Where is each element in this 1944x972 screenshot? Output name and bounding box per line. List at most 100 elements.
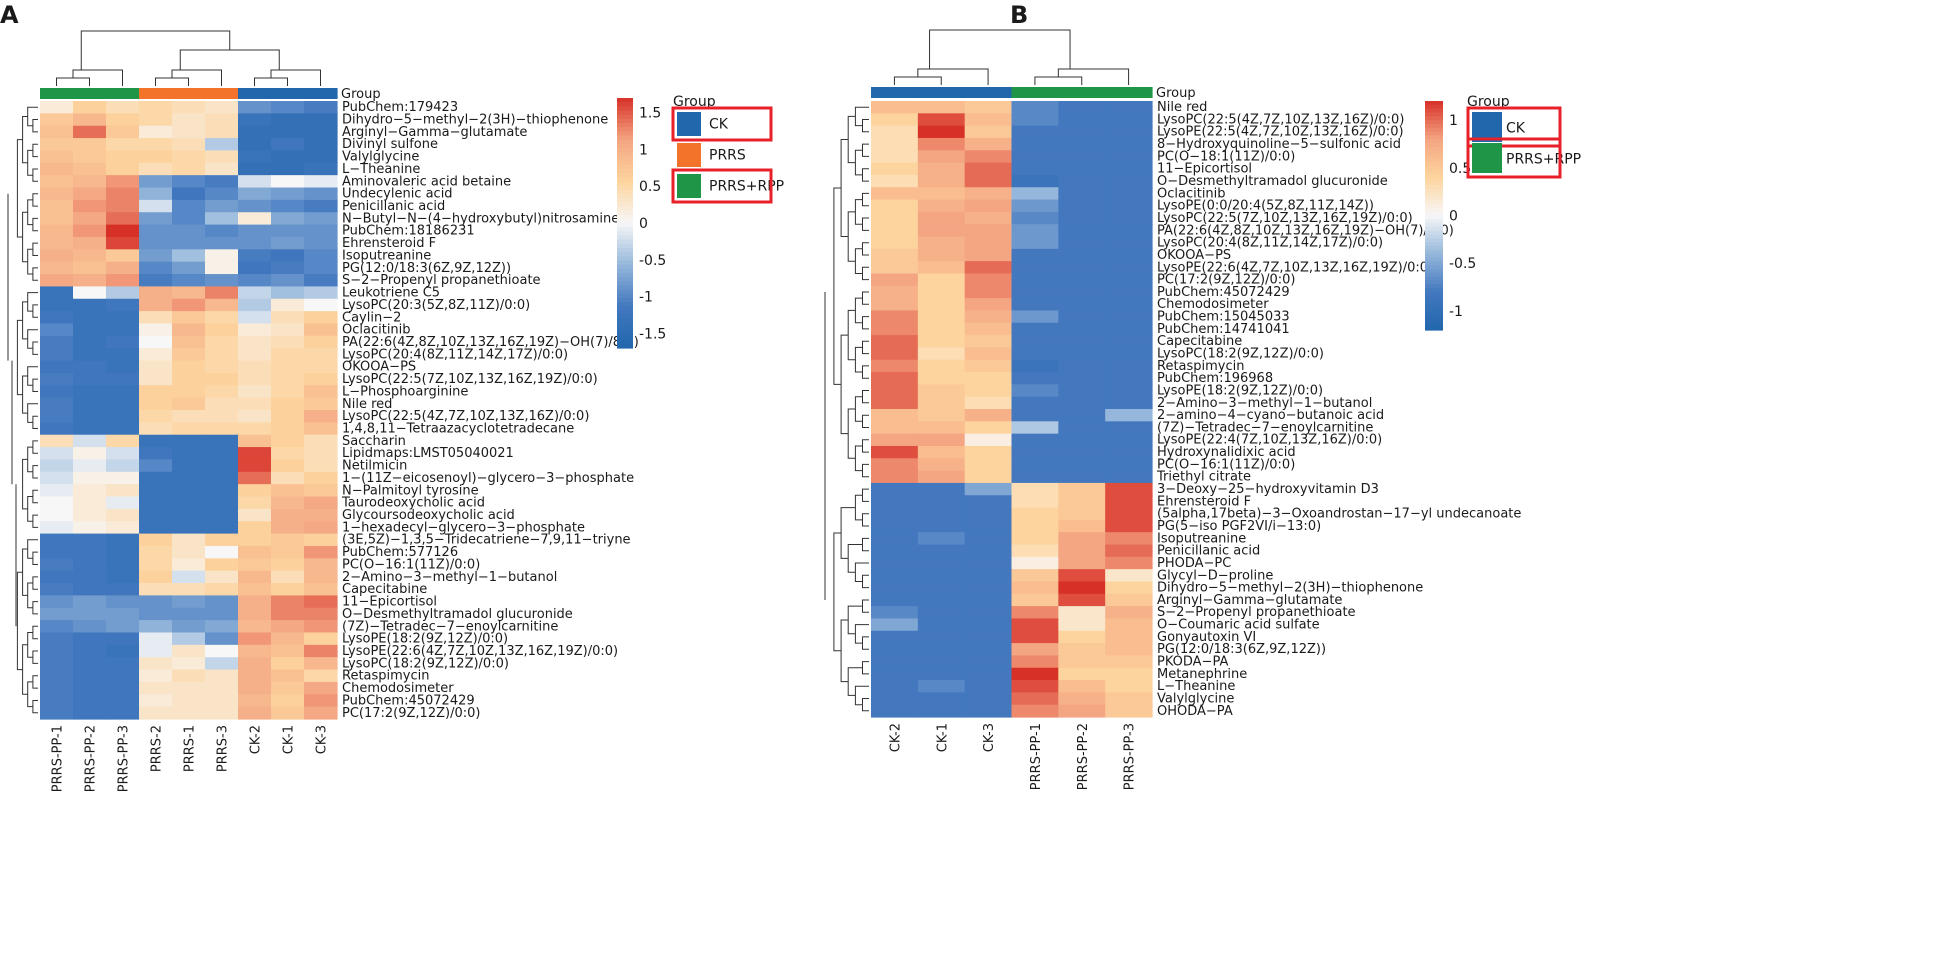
column-dendrogram	[56, 30, 321, 86]
colorbar-segment	[1425, 192, 1443, 198]
heatmap-cell	[238, 236, 272, 250]
dendrogram-link	[840, 619, 849, 683]
heatmap-cell	[1105, 409, 1153, 422]
heatmap-cell	[271, 607, 305, 621]
heatmap-cell	[139, 484, 173, 498]
heatmap-cell	[172, 249, 206, 263]
heatmap-cell	[917, 396, 966, 410]
dendrogram-link	[27, 496, 33, 522]
heatmap-cell	[139, 397, 173, 411]
heatmap-cell	[1105, 581, 1153, 595]
row-label: PHODA−PC	[1157, 556, 1231, 571]
colorbar-segment	[617, 135, 633, 141]
heatmap-cell	[271, 335, 305, 349]
dendrogram-link	[32, 168, 38, 182]
heatmap-cell	[73, 113, 107, 127]
heatmap-cell	[139, 335, 173, 349]
heatmap-cell	[73, 125, 107, 139]
dendrogram-link	[32, 440, 38, 454]
heatmap-cell	[172, 372, 206, 386]
colorbar-segment	[617, 239, 633, 245]
heatmap-cell	[172, 113, 206, 127]
heatmap-cell	[964, 655, 1013, 669]
heatmap-cell	[271, 508, 305, 522]
heatmap-cell	[964, 581, 1013, 595]
dendrogram-link	[917, 68, 989, 85]
heatmap-cell	[40, 422, 74, 436]
heatmap-cell	[40, 434, 74, 448]
heatmap-cell	[917, 618, 966, 632]
colorbar-segment	[617, 210, 633, 216]
colorbar-segment	[617, 177, 633, 182]
heatmap-cell	[1011, 667, 1059, 681]
row-label: Caylin−2	[342, 310, 401, 325]
dendrogram-link	[862, 340, 869, 355]
heatmap-cell	[871, 285, 919, 299]
heatmap-cell	[1105, 359, 1153, 373]
row-dendrogram	[824, 106, 869, 712]
row-label: N−Butyl−N−(4−hydroxybutyl)nitrosamine	[342, 211, 619, 226]
heatmap-cell	[40, 644, 74, 658]
heatmap-cell	[917, 680, 966, 693]
heatmap-cell	[1105, 310, 1153, 324]
colorbar-segment	[617, 335, 633, 341]
heatmap-cell	[73, 348, 107, 362]
heatmap-cell	[106, 224, 140, 238]
heatmap-cell	[1105, 174, 1153, 188]
heatmap-cell	[304, 175, 338, 189]
heatmap-cell	[139, 583, 173, 596]
heatmap-cell	[205, 484, 239, 498]
heatmap-cell	[1058, 359, 1106, 373]
row-label: Chemodosimeter	[342, 681, 454, 696]
row-label: Nile red	[342, 397, 392, 412]
heatmap-cell	[917, 236, 966, 250]
heatmap-cell	[1058, 261, 1106, 275]
heatmap-cell	[304, 583, 338, 596]
heatmap-cell	[871, 335, 919, 348]
heatmap-cell	[1011, 199, 1059, 213]
dendrogram-link	[32, 143, 38, 158]
heatmap-cell	[238, 595, 272, 609]
heatmap-cell	[1058, 421, 1106, 435]
dendrogram-link	[854, 396, 863, 422]
heatmap-cell	[871, 458, 919, 472]
heatmap-cell	[1058, 211, 1106, 225]
heatmap-cell	[964, 593, 1013, 607]
heatmap-cell	[40, 224, 74, 238]
heatmap-cell	[271, 187, 305, 201]
dendrogram-link	[847, 408, 856, 459]
column-label: PRRS-PP-3	[1123, 723, 1138, 790]
dendrogram-link	[833, 187, 842, 385]
heatmap-cell	[205, 175, 239, 189]
heatmap-cell	[964, 507, 1013, 521]
heatmap-cell	[304, 595, 338, 609]
heatmap-cell	[271, 669, 305, 683]
heatmap-cell	[205, 545, 239, 559]
heatmap-cell	[1011, 606, 1059, 620]
heatmap-cell	[917, 273, 966, 287]
heatmap-cell	[1058, 667, 1106, 681]
heatmap-cell	[271, 681, 305, 695]
heatmap-cell	[917, 113, 966, 127]
heatmap-cell	[139, 360, 173, 374]
dendrogram-link	[254, 77, 288, 86]
column-label: CK-1	[935, 723, 950, 752]
colorbar-segment	[617, 268, 633, 274]
heatmap-cell	[73, 570, 107, 584]
heatmap-cell	[106, 632, 140, 646]
row-label: Metanephrine	[1157, 667, 1247, 682]
heatmap-cell	[40, 187, 74, 201]
heatmap-cell	[205, 138, 239, 152]
heatmap-cell	[304, 249, 338, 263]
heatmap-cell	[139, 224, 173, 238]
row-label: OKOOA−PS	[1157, 248, 1231, 263]
row-label: S−2−Propenyl propanethioate	[1157, 605, 1356, 620]
colorbar-segment	[1425, 276, 1443, 281]
heatmap-cell	[1011, 630, 1059, 644]
row-label: (3E,5Z)−1,3,5−Tridecatriene−7,9,11−triyn…	[342, 533, 631, 548]
row-label: O−Desmethyltramadol glucuronide	[1157, 174, 1388, 189]
dendrogram-link	[80, 30, 231, 70]
heatmap-cell	[238, 620, 272, 634]
heatmap-cell	[1011, 261, 1059, 275]
colorbar-segment	[617, 148, 633, 153]
